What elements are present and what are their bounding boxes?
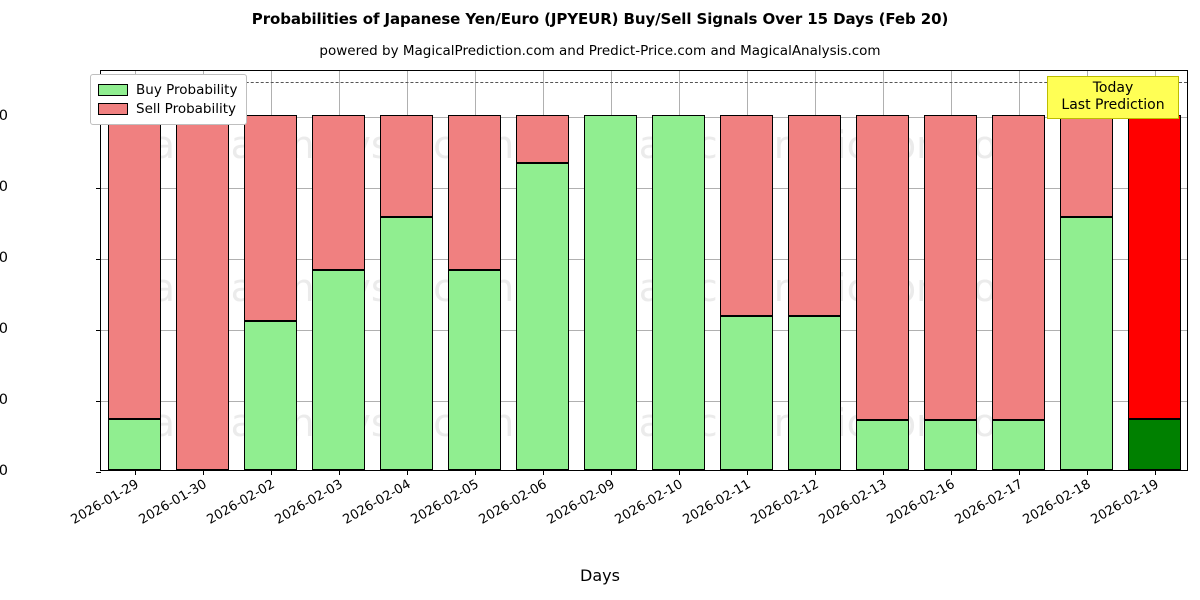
bar-group[interactable] (516, 71, 569, 470)
bar-group[interactable] (176, 71, 229, 470)
bar-segment-buy[interactable] (788, 315, 841, 470)
gridline-horizontal (101, 259, 1187, 261)
today-annotation-line-1: Today (1092, 80, 1134, 96)
bar-segment-buy[interactable] (652, 115, 705, 470)
x-axis-tick-mark (475, 470, 477, 475)
bar-segment-buy[interactable] (312, 269, 365, 470)
x-axis-tick-mark (1087, 470, 1089, 475)
bar-group[interactable] (380, 71, 433, 470)
today-annotation: Today Last Prediction (1047, 76, 1179, 119)
bar-segment-buy[interactable] (584, 115, 637, 470)
bar-segment-sell[interactable] (516, 115, 569, 164)
bar-segment-buy[interactable] (380, 216, 433, 470)
bar-group[interactable] (584, 71, 637, 470)
x-axis-tick-mark (543, 470, 545, 475)
gridline-horizontal (101, 330, 1187, 332)
plot-area: MagicalAnalysis.comMagicalPrediction.com… (96, 70, 1188, 475)
y-axis-tick-label: 0 (0, 463, 8, 479)
y-axis-tick-label: 40 (0, 321, 8, 338)
bar-group[interactable] (856, 71, 909, 470)
bar-segment-sell[interactable] (312, 115, 365, 270)
bar-segment-sell[interactable] (788, 115, 841, 316)
plot-inner: MagicalAnalysis.comMagicalPrediction.com… (101, 71, 1187, 470)
bar-segment-sell[interactable] (992, 115, 1045, 421)
bar-segment-sell[interactable] (176, 115, 229, 470)
bar-group[interactable] (108, 71, 161, 470)
y-axis-tick-mark (96, 259, 101, 261)
legend-swatch-buy (98, 83, 128, 96)
gridline-horizontal (101, 117, 1187, 119)
y-axis-tick-mark (96, 401, 101, 403)
x-axis-tick-mark (951, 470, 953, 475)
x-axis-tick-mark (883, 470, 885, 475)
x-axis-label: Days (580, 566, 620, 585)
y-axis-tick-mark (96, 330, 101, 332)
y-axis-tick-mark (96, 188, 101, 190)
x-axis-tick-mark (1155, 470, 1157, 475)
bar-group[interactable] (1060, 71, 1113, 470)
bar-segment-sell[interactable] (1060, 115, 1113, 217)
bar-segment-sell[interactable] (924, 115, 977, 421)
bar-segment-sell[interactable] (448, 115, 501, 270)
bar-segment-sell[interactable] (380, 115, 433, 217)
gridline-horizontal (101, 401, 1187, 403)
bar-segment-buy[interactable] (856, 420, 909, 470)
bar-segment-sell[interactable] (244, 115, 297, 321)
x-axis-tick-mark (339, 470, 341, 475)
bar-segment-buy[interactable] (448, 269, 501, 470)
bar-segment-buy[interactable] (1060, 216, 1113, 470)
reference-line (101, 81, 1187, 83)
bar-segment-buy[interactable] (108, 419, 161, 470)
y-axis-tick-label: 20 (0, 392, 8, 409)
x-axis-tick-mark (1019, 470, 1021, 475)
bar-segment-sell[interactable] (720, 115, 773, 316)
bar-group[interactable] (652, 71, 705, 470)
bar-segment-sell[interactable] (1128, 115, 1181, 420)
bar-group[interactable] (448, 71, 501, 470)
x-axis-tick-mark (407, 470, 409, 475)
bar-group[interactable] (312, 71, 365, 470)
bar-segment-buy[interactable] (924, 420, 977, 470)
y-axis-tick-mark (96, 472, 101, 474)
today-annotation-line-2: Last Prediction (1061, 97, 1165, 113)
x-axis-tick-mark (747, 470, 749, 475)
bar-group[interactable] (788, 71, 841, 470)
bar-segment-sell[interactable] (108, 115, 161, 420)
y-axis-tick-label: 80 (0, 179, 8, 196)
legend-label-sell: Sell Probability (136, 100, 237, 117)
legend-swatch-sell (98, 102, 128, 115)
bar-group[interactable] (720, 71, 773, 470)
gridline-horizontal (101, 188, 1187, 190)
x-axis-tick-mark (135, 470, 137, 475)
bar-segment-buy[interactable] (516, 163, 569, 470)
x-axis-tick-mark (679, 470, 681, 475)
chart-legend: Buy Probability Sell Probability (90, 74, 248, 125)
bar-segment-buy[interactable] (992, 420, 1045, 470)
bar-group[interactable] (924, 71, 977, 470)
x-axis-tick-mark (611, 470, 613, 475)
legend-label-buy: Buy Probability (136, 81, 238, 98)
bar-group[interactable] (1128, 71, 1181, 470)
bar-group[interactable] (992, 71, 1045, 470)
chart-title: Probabilities of Japanese Yen/Euro (JPYE… (251, 10, 949, 28)
bar-segment-buy[interactable] (244, 320, 297, 470)
bar-group[interactable] (244, 71, 297, 470)
y-axis-tick-label: 60 (0, 250, 8, 267)
bar-segment-sell[interactable] (856, 115, 909, 421)
x-axis-tick-mark (203, 470, 205, 475)
y-axis-tick-label: 100 (0, 108, 8, 125)
x-axis-tick-mark (271, 470, 273, 475)
chart-subtitle: powered by MagicalPrediction.com and Pre… (319, 43, 881, 59)
x-axis-tick-mark (815, 470, 817, 475)
legend-item-sell: Sell Probability (98, 99, 237, 118)
legend-item-buy: Buy Probability (98, 80, 237, 99)
bar-segment-buy[interactable] (720, 315, 773, 470)
bar-segment-buy[interactable] (1128, 419, 1181, 470)
